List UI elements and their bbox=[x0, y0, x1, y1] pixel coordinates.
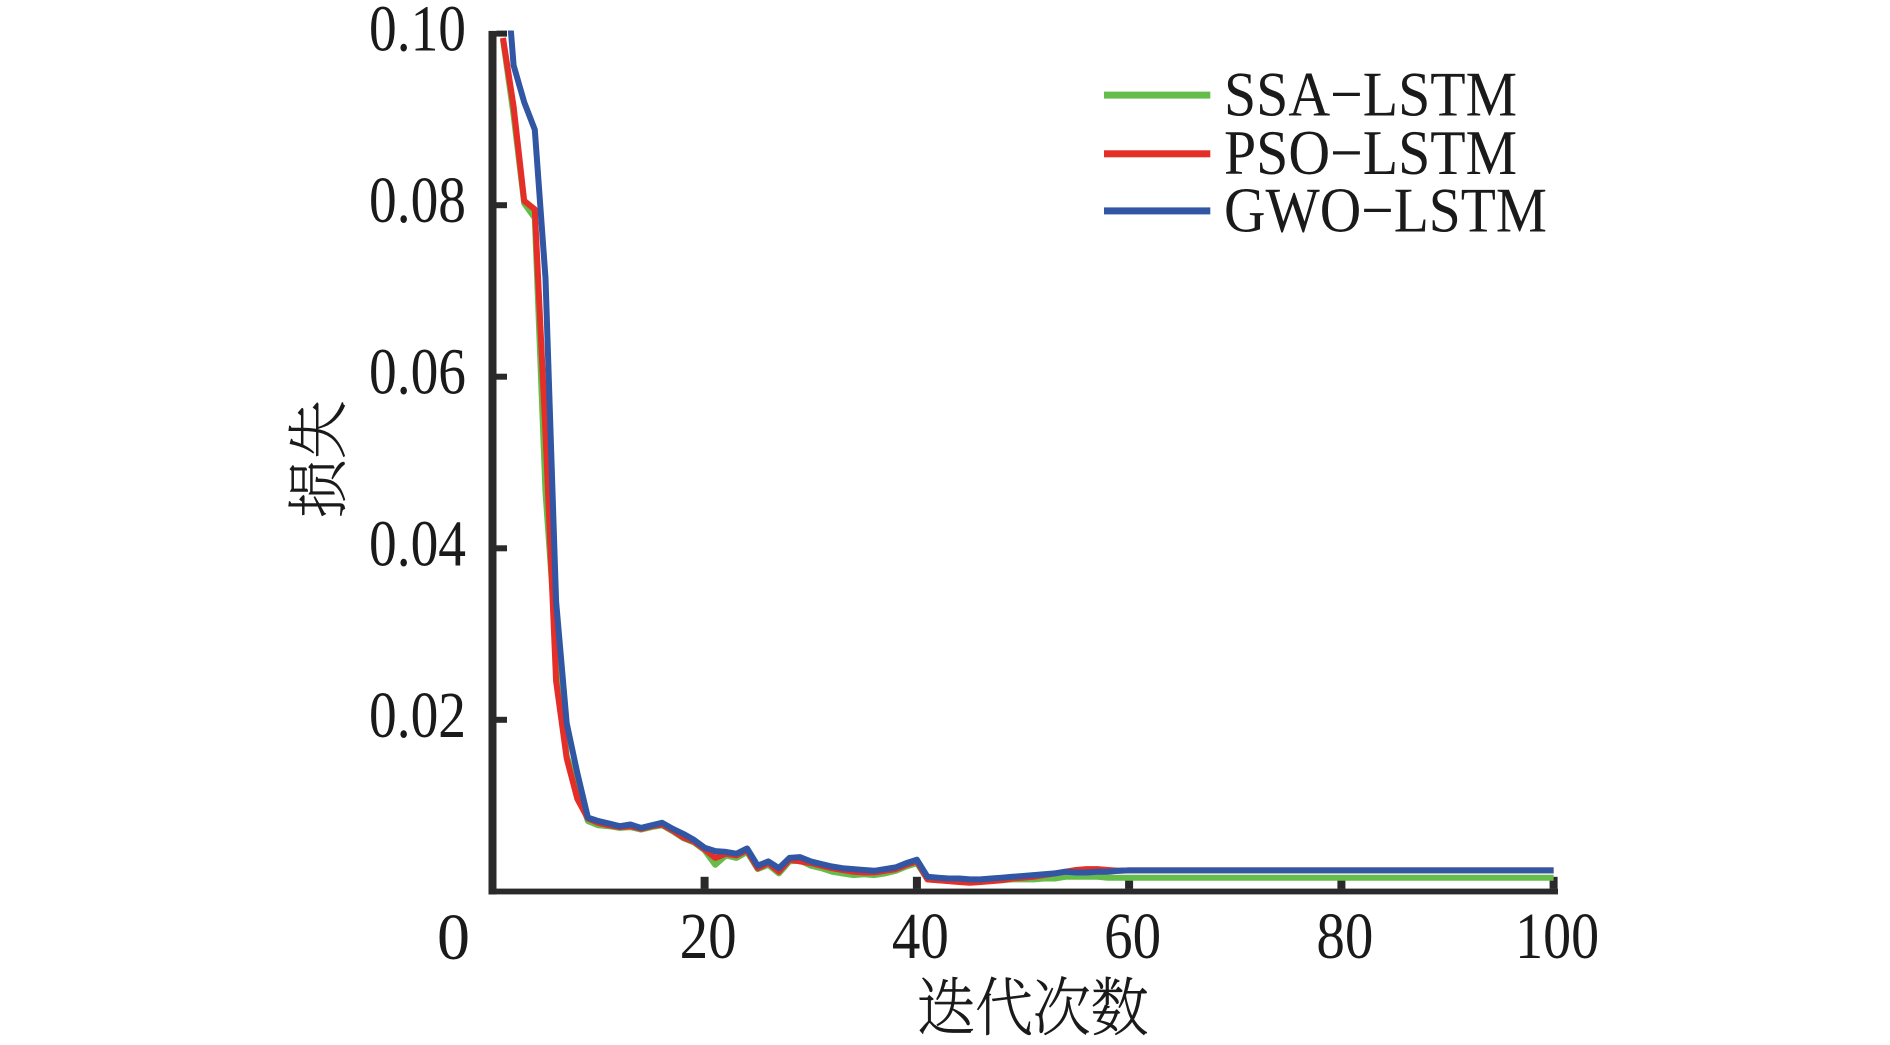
svg-text:0.06: 0.06 bbox=[369, 336, 466, 409]
svg-text:80: 80 bbox=[1316, 900, 1373, 973]
svg-text:0.08: 0.08 bbox=[369, 164, 466, 237]
svg-text:0.10: 0.10 bbox=[369, 0, 466, 66]
svg-text:GWO−LSTM: GWO−LSTM bbox=[1224, 174, 1547, 245]
svg-text:0.02: 0.02 bbox=[369, 679, 466, 752]
svg-text:100: 100 bbox=[1515, 900, 1599, 973]
svg-text:60: 60 bbox=[1104, 900, 1161, 973]
svg-text:40: 40 bbox=[892, 900, 949, 973]
svg-text:PSO−LSTM: PSO−LSTM bbox=[1224, 117, 1517, 188]
svg-text:20: 20 bbox=[680, 900, 737, 973]
svg-text:SSA−LSTM: SSA−LSTM bbox=[1224, 59, 1517, 130]
svg-text:0.04: 0.04 bbox=[369, 507, 466, 580]
svg-text:0: 0 bbox=[437, 901, 470, 974]
